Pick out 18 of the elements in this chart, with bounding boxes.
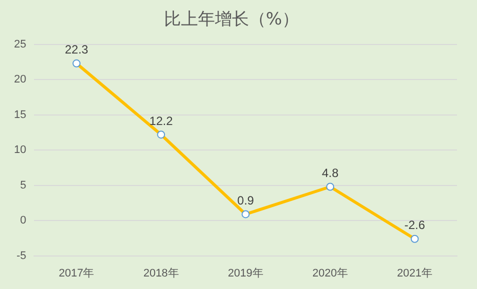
y-tick-label: 5 [20, 179, 26, 192]
y-tick-label: 25 [14, 38, 26, 50]
data-label: 22.3 [64, 42, 89, 57]
y-tick-label: 10 [14, 144, 26, 156]
x-tick-label: 2021年 [396, 267, 432, 280]
x-tick-label: 2017年 [58, 267, 94, 280]
x-tick-label: 2020年 [312, 267, 348, 280]
chart-title: 比上年增长（%） [164, 10, 300, 30]
data-label: 12.2 [149, 114, 174, 128]
data-label: 0.9 [237, 194, 254, 208]
y-tick-label: 15 [14, 108, 26, 121]
y-tick-label: 0 [20, 214, 26, 227]
data-label: -2.6 [404, 218, 426, 232]
x-tick-label: 2019年 [228, 267, 264, 280]
data-label: 4.8 [322, 166, 339, 180]
y-tick-label: 20 [14, 74, 26, 86]
x-tick-label: 2018年 [143, 267, 179, 280]
y-tick-label: -5 [16, 250, 26, 262]
